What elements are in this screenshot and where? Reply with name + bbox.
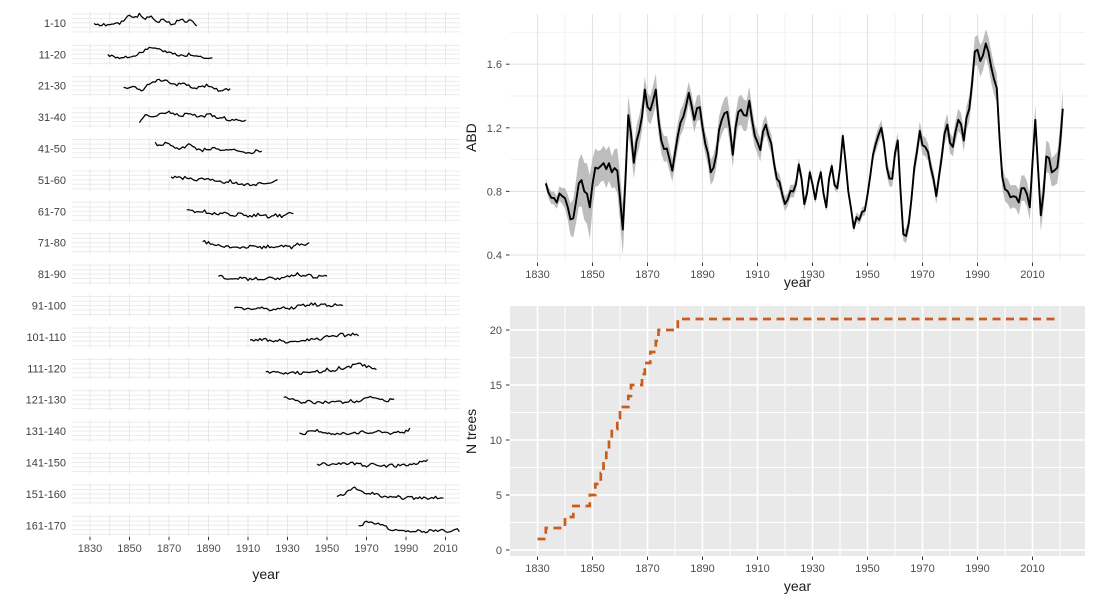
n-trees-minor-gridlines — [510, 306, 1085, 556]
tick-label: 1-10 — [44, 18, 66, 30]
tick-label: 1830 — [525, 269, 549, 281]
facet-x-axis: 1830 1850 1870 1890 1910 1930 1950 1970 1990 2010 — [78, 536, 458, 555]
tick-label: 1890 — [690, 563, 714, 575]
tick-label: 1970 — [354, 543, 378, 555]
n-trees-panel — [510, 306, 1085, 556]
tick-label: 141-150 — [26, 458, 66, 470]
facet-series — [93, 12, 460, 534]
tick-label: 81-90 — [38, 269, 66, 281]
tick-label: 2010 — [1020, 269, 1044, 281]
abd-ribbon — [545, 29, 1063, 256]
tick-label: 21-30 — [38, 81, 66, 93]
tick-label: 20 — [490, 325, 502, 337]
tick-label: 1910 — [745, 269, 769, 281]
tick-label: 1930 — [275, 543, 299, 555]
n-trees-step-svg: 1830 1850 1870 1890 1910 1930 1950 1970 1990 2010… — [490, 306, 1085, 575]
tick-label: 0 — [496, 545, 502, 557]
tick-label: 71-80 — [38, 238, 66, 250]
tick-label: 1910 — [745, 563, 769, 575]
tick-label: 1850 — [117, 543, 141, 555]
abd-major-gridlines — [510, 14, 1085, 262]
n-trees-y-axis-title: N trees — [463, 408, 479, 454]
tick-label: 1890 — [690, 269, 714, 281]
n-trees-step-chart: 1830 1850 1870 1890 1910 1930 1950 1970 1990 2010… — [462, 292, 1100, 600]
tick-label: 5 — [496, 490, 502, 502]
tick-label: 15 — [490, 380, 502, 392]
tick-label: 1990 — [394, 543, 418, 555]
tick-label: 131-140 — [26, 426, 66, 438]
tick-label: 2010 — [433, 543, 457, 555]
tick-label: 91-100 — [32, 301, 66, 313]
tick-label: 31-40 — [38, 112, 66, 124]
tick-label: 111-120 — [27, 363, 66, 375]
tick-label: 1950 — [855, 563, 879, 575]
tick-label: 1930 — [800, 269, 824, 281]
tick-label: 51-60 — [38, 175, 66, 187]
tick-label: 1970 — [910, 563, 934, 575]
tick-label: 1870 — [635, 269, 659, 281]
tick-label: 11-20 — [39, 49, 66, 61]
tick-label: 1990 — [965, 563, 989, 575]
facet-labels: 1-10 11-20 21-30 31-40 41-50 51-60 61-70 71-80 8… — [26, 18, 66, 532]
n-trees-major-gridlines — [510, 306, 1085, 556]
abd-line-chart: 1830 1850 1870 1890 1910 1930 1950 1970 1990 2010… — [462, 0, 1100, 292]
tick-label: 1.2 — [487, 123, 502, 135]
tick-label: 1830 — [525, 563, 549, 575]
abd-line-svg: 1830 1850 1870 1890 1910 1930 1950 1970 1990 2010… — [487, 14, 1085, 281]
tick-label: 41-50 — [38, 144, 66, 156]
facet-chart-x-axis-title: year — [252, 566, 280, 582]
tick-label: 1910 — [236, 543, 260, 555]
tick-label: 0.8 — [487, 186, 502, 198]
tick-label: 1830 — [78, 543, 102, 555]
tick-label: 1930 — [800, 563, 824, 575]
tick-label: 1890 — [196, 543, 220, 555]
tick-label: 1950 — [315, 543, 339, 555]
tick-label: 1990 — [965, 269, 989, 281]
tick-label: 10 — [490, 435, 502, 447]
tick-label: 1870 — [157, 543, 181, 555]
n-trees-step-line — [537, 317, 1055, 541]
tick-label: 151-160 — [26, 489, 66, 501]
ring-width-facet-svg: 1830 1850 1870 1890 1910 1930 1950 1970 1990 2010… — [26, 12, 460, 555]
abd-x-axis-title: year — [783, 274, 812, 290]
abd-series-line — [544, 42, 1064, 237]
abd-y-axis-title: ABD — [463, 123, 479, 153]
n-trees-x-axis-title: year — [783, 578, 812, 594]
tick-label: 2010 — [1020, 563, 1044, 575]
tick-label: 1970 — [910, 269, 934, 281]
tick-label: 0.4 — [487, 250, 502, 262]
tick-label: 1850 — [580, 269, 604, 281]
n-trees-axes: 1830 1850 1870 1890 1910 1930 1950 1970 1990 2010… — [490, 325, 1045, 575]
tick-label: 1870 — [635, 563, 659, 575]
tick-label: 121-130 — [26, 395, 66, 407]
tick-label: 1.6 — [487, 59, 502, 71]
tick-label: 1950 — [855, 269, 879, 281]
ring-width-facet-chart: 1830 1850 1870 1890 1910 1930 1950 1970 1990 2010… — [0, 0, 462, 600]
tick-label: 161-170 — [26, 520, 66, 532]
facet-gridlines — [72, 12, 460, 537]
tick-label: 101-110 — [26, 332, 66, 344]
tick-label: 61-70 — [38, 206, 66, 218]
tick-label: 1850 — [580, 563, 604, 575]
abd-axes: 1830 1850 1870 1890 1910 1930 1950 1970 1990 2010… — [487, 59, 1045, 281]
